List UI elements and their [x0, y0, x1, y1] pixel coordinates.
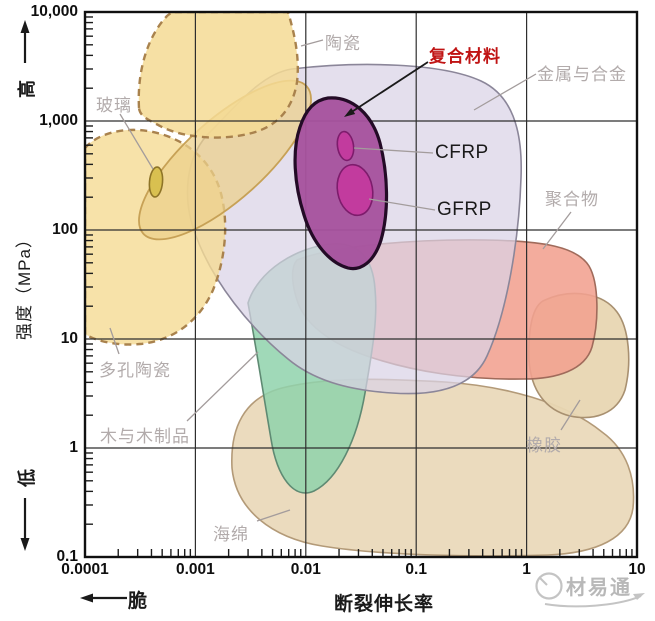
region-cfrp — [336, 130, 355, 162]
label-glass: 玻璃 — [96, 96, 132, 115]
y-axis-low-label: 低 — [17, 469, 37, 487]
label-composites: 复合材料 — [429, 47, 501, 66]
y-axis-title: 强度（MPa） — [15, 230, 34, 340]
label-wood: 木与木制品 — [100, 427, 190, 446]
x-tick-10: 10 — [628, 561, 646, 578]
y-tick-1: 1 — [69, 439, 78, 456]
y-tick-10000: 10,000 — [30, 3, 78, 20]
watermark-logo — [535, 572, 645, 608]
label-metals: 金属与合金 — [537, 65, 627, 84]
x-axis-brittle-label: 脆 — [128, 591, 148, 612]
leader-gfrp — [368, 198, 436, 211]
composites-arrow — [344, 61, 429, 117]
watermark-text: 材易通 — [566, 577, 632, 599]
x-tick-0_0001: 0.0001 — [61, 561, 109, 578]
y-tick-0_1: 0.1 — [56, 548, 78, 565]
label-cfrp: CFRP — [435, 142, 489, 163]
leader-cfrp — [353, 147, 434, 154]
y-tick-100: 100 — [52, 221, 78, 238]
region-layer — [85, 12, 635, 557]
region-ceramics — [137, 12, 299, 139]
label-rubber: 橡胶 — [526, 436, 562, 455]
x-tick-0_01: 0.01 — [290, 561, 321, 578]
watermark-ring-icon — [535, 572, 563, 600]
label-sponge: 海绵 — [213, 525, 249, 544]
axis-arrows — [20, 20, 127, 603]
x-tick-1: 1 — [522, 561, 531, 578]
y-axis-high-label: 高 — [17, 80, 37, 98]
composites-group — [293, 96, 389, 271]
x-tick-0_001: 0.001 — [175, 561, 215, 578]
leader-lines — [109, 39, 581, 522]
label-porous-ceramics: 多孔陶瓷 — [99, 361, 171, 380]
label-ceramics: 陶瓷 — [325, 34, 361, 53]
y-tick-1000: 1,000 — [39, 112, 78, 129]
leader-sponge — [256, 509, 291, 522]
minor-ticks — [85, 16, 633, 557]
x-axis-title: 断裂伸长率 — [333, 594, 434, 615]
leader-ceramics — [300, 39, 324, 47]
region-glass — [148, 166, 164, 198]
leader-rubber — [560, 399, 581, 431]
y-tick-10: 10 — [60, 330, 78, 347]
leader-glass — [119, 113, 154, 170]
leader-wood — [186, 351, 259, 422]
watermark-swoosh — [544, 595, 642, 608]
region-gfrp — [336, 163, 374, 217]
label-gfrp: GFRP — [437, 199, 492, 220]
leader-porous-ceramics — [109, 327, 120, 355]
leader-polymers — [542, 211, 572, 250]
plot-border — [83, 10, 639, 559]
leader-metals — [473, 73, 537, 111]
x-tick-0_1: 0.1 — [405, 561, 427, 578]
label-polymers: 聚合物 — [545, 190, 599, 209]
